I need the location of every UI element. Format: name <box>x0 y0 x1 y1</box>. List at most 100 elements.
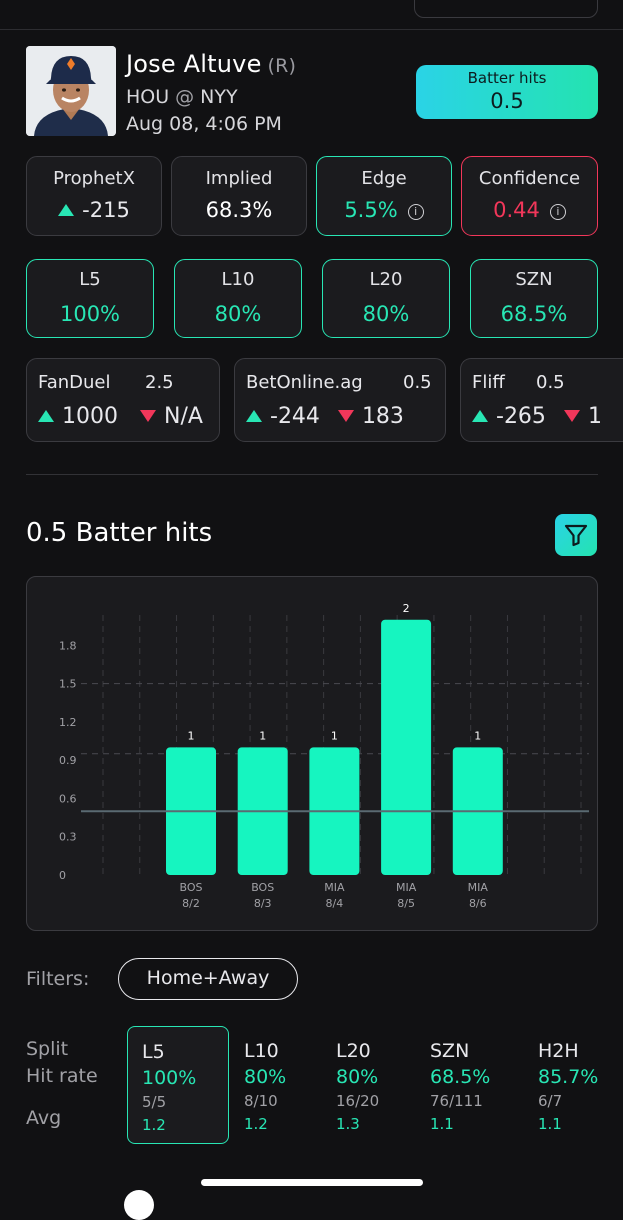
history-value: 68.5% <box>500 302 568 326</box>
y-tick-label: 0.9 <box>59 754 77 767</box>
player-avatar <box>26 46 116 136</box>
split-avg: 1.2 <box>244 1115 268 1133</box>
sportsbook-name: FanDuel <box>38 372 111 393</box>
edge-title: Edge <box>361 168 407 189</box>
confidence-value: 0.44 <box>493 198 540 222</box>
home-away-filter[interactable]: Home+Away <box>118 958 298 1000</box>
opponent-abbr: NYY <box>200 86 238 108</box>
split-fraction: 8/10 <box>244 1092 278 1110</box>
hits-chart: 0 0.3 0.6 0.9 1.2 1.5 1.8 1 BOS 8/2 1 BOS 8/3 1 MIA 8/4… <box>26 576 598 931</box>
history-label: L10 <box>221 269 255 290</box>
bar-value-label: 1 <box>331 729 338 742</box>
under-odds: 183 <box>361 404 404 429</box>
down-triangle-icon <box>140 410 156 422</box>
history-value: 80% <box>362 302 410 326</box>
sportsbook-line: 0.5 <box>403 372 432 393</box>
at-symbol: @ <box>175 86 195 108</box>
over-odds: -244 <box>270 404 320 429</box>
confidence-card[interactable]: Confidence 0.44 i <box>461 156 598 236</box>
split-avg: 1.3 <box>336 1115 360 1133</box>
split-avg: 1.2 <box>142 1116 166 1134</box>
split-name: L20 <box>336 1040 371 1062</box>
split-column-l5[interactable]: L5 100% 5/5 1.2 <box>127 1026 229 1144</box>
x-tick-label: MIA <box>468 881 489 894</box>
team-abbr: HOU <box>126 86 170 108</box>
bar-value-label: 1 <box>259 729 266 742</box>
sportsbook-card-betonline[interactable]: BetOnline.ag 0.5 -244 183 <box>234 358 446 442</box>
split-column-l20[interactable]: L20 80% 16/20 1.3 <box>336 1026 436 1144</box>
y-tick-label: 1.5 <box>59 678 77 691</box>
split-fraction: 6/7 <box>538 1092 563 1110</box>
up-triangle-icon <box>246 410 262 422</box>
sportsbook-line: 2.5 <box>145 372 174 393</box>
split-fraction: 5/5 <box>142 1093 167 1111</box>
player-name: Jose Altuve (R) <box>126 50 296 78</box>
split-hit-rate: 68.5% <box>430 1066 491 1088</box>
y-tick-label: 0 <box>59 869 66 882</box>
history-card-l20[interactable]: L20 80% <box>322 259 450 338</box>
game-datetime: Aug 08, 4:06 PM <box>126 113 282 135</box>
sportsbook-card-fanduel[interactable]: FanDuel 2.5 1000 N/A <box>26 358 220 442</box>
filters-label: Filters: <box>26 968 90 990</box>
bar-value-label: 2 <box>403 602 410 615</box>
implied-card[interactable]: Implied 68.3% <box>171 156 307 236</box>
scroll-indicator <box>124 1190 154 1220</box>
split-row-label: Split <box>26 1038 69 1060</box>
split-column-szn[interactable]: SZN 68.5% 76/111 1.1 <box>430 1026 530 1144</box>
history-label: SZN <box>515 269 553 290</box>
market-label: Batter hits <box>467 69 547 87</box>
prophetx-card[interactable]: ProphetX -215 <box>26 156 162 236</box>
confidence-title: Confidence <box>478 168 581 189</box>
section-divider <box>26 474 598 475</box>
market-selector-button[interactable]: Batter hits 0.5 <box>416 65 598 119</box>
split-name: L10 <box>244 1040 279 1062</box>
split-column-h2h[interactable]: H2H 85.7% 6/7 1.1 <box>538 1026 623 1144</box>
split-hit-rate: 80% <box>244 1066 287 1088</box>
edge-value: 5.5% <box>344 198 398 222</box>
y-tick-label: 1.2 <box>59 716 77 729</box>
history-card-szn[interactable]: SZN 68.5% <box>470 259 598 338</box>
history-value: 80% <box>214 302 262 326</box>
info-icon[interactable]: i <box>549 204 566 220</box>
info-icon[interactable]: i <box>407 204 424 220</box>
matchup: HOU @ NYY <box>126 86 238 108</box>
chart-section-title: 0.5 Batter hits <box>26 518 213 548</box>
x-tick-label: MIA <box>324 881 345 894</box>
history-label: L20 <box>369 269 403 290</box>
over-odds: 1000 <box>62 404 118 429</box>
filter-button[interactable] <box>555 514 597 556</box>
x-tick-date: 8/5 <box>397 897 415 910</box>
history-card-l5[interactable]: L5 100% <box>26 259 154 338</box>
x-tick-label: BOS <box>180 881 203 894</box>
split-column-l10[interactable]: L10 80% 8/10 1.2 <box>244 1026 344 1144</box>
sportsbook-line: 0.5 <box>536 372 565 393</box>
down-triangle-icon <box>563 410 580 422</box>
split-avg: 1.1 <box>430 1115 454 1133</box>
market-line: 0.5 <box>490 89 524 113</box>
x-tick-date: 8/2 <box>182 897 200 910</box>
under-odds: 1 <box>587 404 602 429</box>
home-indicator[interactable] <box>201 1179 423 1186</box>
over-odds: -265 <box>496 404 546 429</box>
prophetx-value: -215 <box>82 198 130 222</box>
sportsbook-name: BetOnline.ag <box>246 372 363 393</box>
edge-card[interactable]: Edge 5.5% i <box>316 156 452 236</box>
under-odds: N/A <box>164 404 203 429</box>
implied-title: Implied <box>205 168 273 189</box>
filter-funnel-icon <box>564 524 588 547</box>
top-nav-bar <box>0 0 623 30</box>
split-hit-rate: 80% <box>336 1066 379 1088</box>
bar-value-label: 1 <box>474 729 481 742</box>
split-name: SZN <box>430 1040 470 1062</box>
up-triangle-icon <box>472 410 488 422</box>
up-triangle-icon <box>38 410 54 422</box>
y-tick-label: 1.8 <box>59 639 77 652</box>
hits-chart-svg: 0 0.3 0.6 0.9 1.2 1.5 1.8 1 BOS 8/2 1 BOS 8/3 1 MIA 8/4… <box>59 602 589 910</box>
history-card-l10[interactable]: L10 80% <box>174 259 302 338</box>
history-value: 100% <box>59 302 121 326</box>
top-right-button[interactable] <box>414 0 598 18</box>
sportsbook-card-fliff[interactable]: Fliff 0.5 -265 1 <box>460 358 623 442</box>
player-name-text: Jose Altuve <box>126 50 262 78</box>
x-tick-date: 8/6 <box>469 897 487 910</box>
split-name: L5 <box>142 1041 165 1063</box>
